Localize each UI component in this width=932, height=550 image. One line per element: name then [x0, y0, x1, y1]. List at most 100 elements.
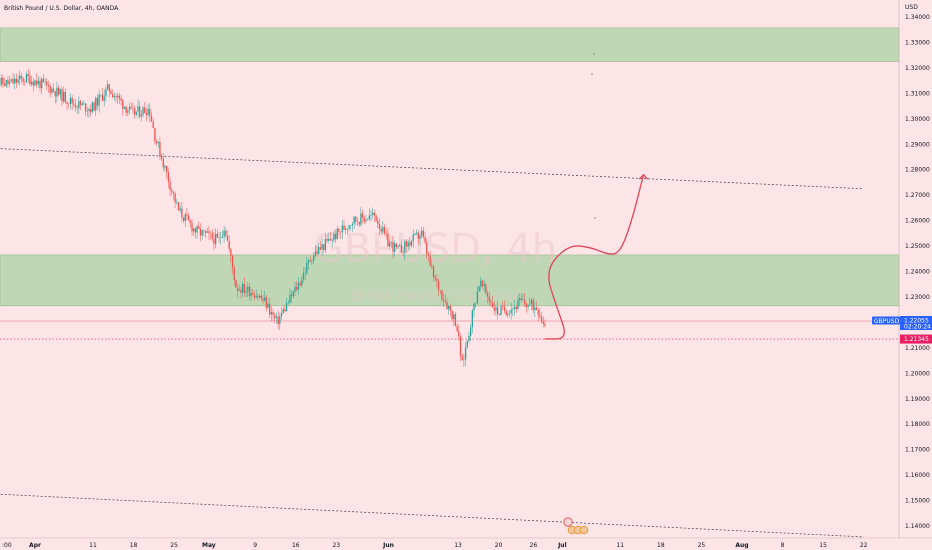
candle	[355, 216, 357, 225]
level-price-tag[interactable]	[900, 334, 932, 344]
candle-body	[223, 230, 225, 237]
candle	[304, 266, 306, 281]
candle-body	[169, 181, 171, 190]
candle-body	[505, 311, 507, 315]
candle	[64, 88, 67, 104]
candle-body	[56, 87, 58, 97]
projection-path[interactable]	[544, 174, 645, 340]
candle-body	[44, 81, 46, 83]
candle	[478, 285, 480, 292]
candle	[19, 70, 21, 86]
candle	[95, 96, 97, 116]
candle	[52, 83, 55, 94]
event-icon[interactable]	[579, 525, 589, 535]
candle	[160, 153, 163, 162]
candle-body	[123, 106, 126, 109]
candle-body	[515, 307, 517, 310]
x-tick-label: 25	[698, 542, 706, 549]
candle-body	[343, 225, 345, 230]
current-price-tag[interactable]	[900, 316, 932, 331]
candle	[534, 301, 536, 317]
supply-demand-zone[interactable]	[0, 254, 900, 307]
candle-body	[79, 101, 82, 106]
candle	[329, 231, 332, 242]
candle-body	[269, 303, 271, 315]
candle-body	[90, 109, 92, 113]
candle	[387, 227, 389, 247]
candle	[7, 76, 9, 89]
candle-body	[86, 110, 88, 112]
time-axis[interactable]: :00 Apr 11 18 25 May 9 16 23 Jun 13 20 26 Jul 11 18 25 Au…	[2, 542, 868, 549]
candle	[419, 233, 421, 246]
candle	[150, 111, 153, 122]
candle-body	[179, 208, 181, 211]
candle	[36, 73, 38, 88]
candle-body	[100, 94, 102, 96]
candle-body	[402, 252, 404, 254]
candle	[54, 90, 56, 104]
y-tick-label: 1.33000	[905, 39, 930, 46]
candle-body	[145, 113, 148, 116]
symbol-tag-label: GBPUSD	[874, 318, 900, 325]
candle	[390, 241, 392, 248]
candle-body	[326, 239, 328, 241]
watermark-description: British Pound / U.S. Dollar	[351, 289, 519, 304]
candle	[93, 100, 95, 112]
candle	[184, 212, 186, 227]
candle-body	[432, 266, 435, 278]
candle	[336, 225, 338, 240]
candle-body	[502, 306, 504, 307]
candle	[323, 244, 325, 254]
candle	[269, 297, 271, 319]
watermark-symbol: GBPUSD, 4h	[313, 226, 557, 272]
candle	[339, 231, 342, 239]
candle-body	[71, 97, 73, 104]
candle-body	[49, 86, 51, 93]
candle-body	[133, 108, 136, 115]
y-tick-label: 1.34000	[905, 14, 930, 21]
candle	[321, 238, 323, 256]
candle-body	[233, 267, 235, 280]
candle	[299, 280, 301, 287]
candle	[513, 300, 516, 317]
candle	[209, 230, 212, 240]
candle-body	[540, 316, 543, 322]
candle	[282, 306, 284, 314]
candle-body	[245, 291, 247, 293]
trend-line[interactable]	[0, 148, 864, 190]
candle	[199, 223, 202, 242]
candle	[397, 244, 399, 250]
candle	[140, 109, 143, 122]
candle	[429, 250, 431, 268]
candle	[480, 277, 482, 292]
candle-body	[497, 307, 499, 315]
candle-body	[449, 306, 452, 312]
supply-demand-zone[interactable]	[0, 27, 900, 62]
candle	[473, 301, 475, 318]
candle-body	[144, 107, 146, 114]
candle	[453, 311, 455, 326]
candle-body	[93, 102, 95, 111]
candle-body	[172, 191, 175, 194]
candle-body	[83, 103, 85, 105]
x-tick-label: 8	[781, 542, 785, 549]
candle	[368, 208, 370, 221]
candle	[346, 228, 349, 235]
candle	[250, 288, 252, 301]
event-icons[interactable]	[563, 517, 589, 535]
candle-body	[174, 193, 176, 203]
candle	[284, 305, 286, 313]
price-axis[interactable]: 1.34000 1.33000 1.32000 1.31000 1.30000 1.290…	[905, 14, 930, 530]
event-icon[interactable]	[563, 517, 573, 527]
candle-body	[177, 202, 180, 211]
candle-body	[120, 98, 122, 101]
candle-body	[140, 114, 143, 117]
candle	[243, 277, 246, 298]
candle-body	[301, 279, 303, 286]
candle-body	[182, 217, 185, 221]
candle	[191, 219, 193, 236]
candle	[497, 300, 499, 320]
candle	[488, 291, 490, 306]
y-tick-label: 1.18000	[905, 421, 930, 428]
